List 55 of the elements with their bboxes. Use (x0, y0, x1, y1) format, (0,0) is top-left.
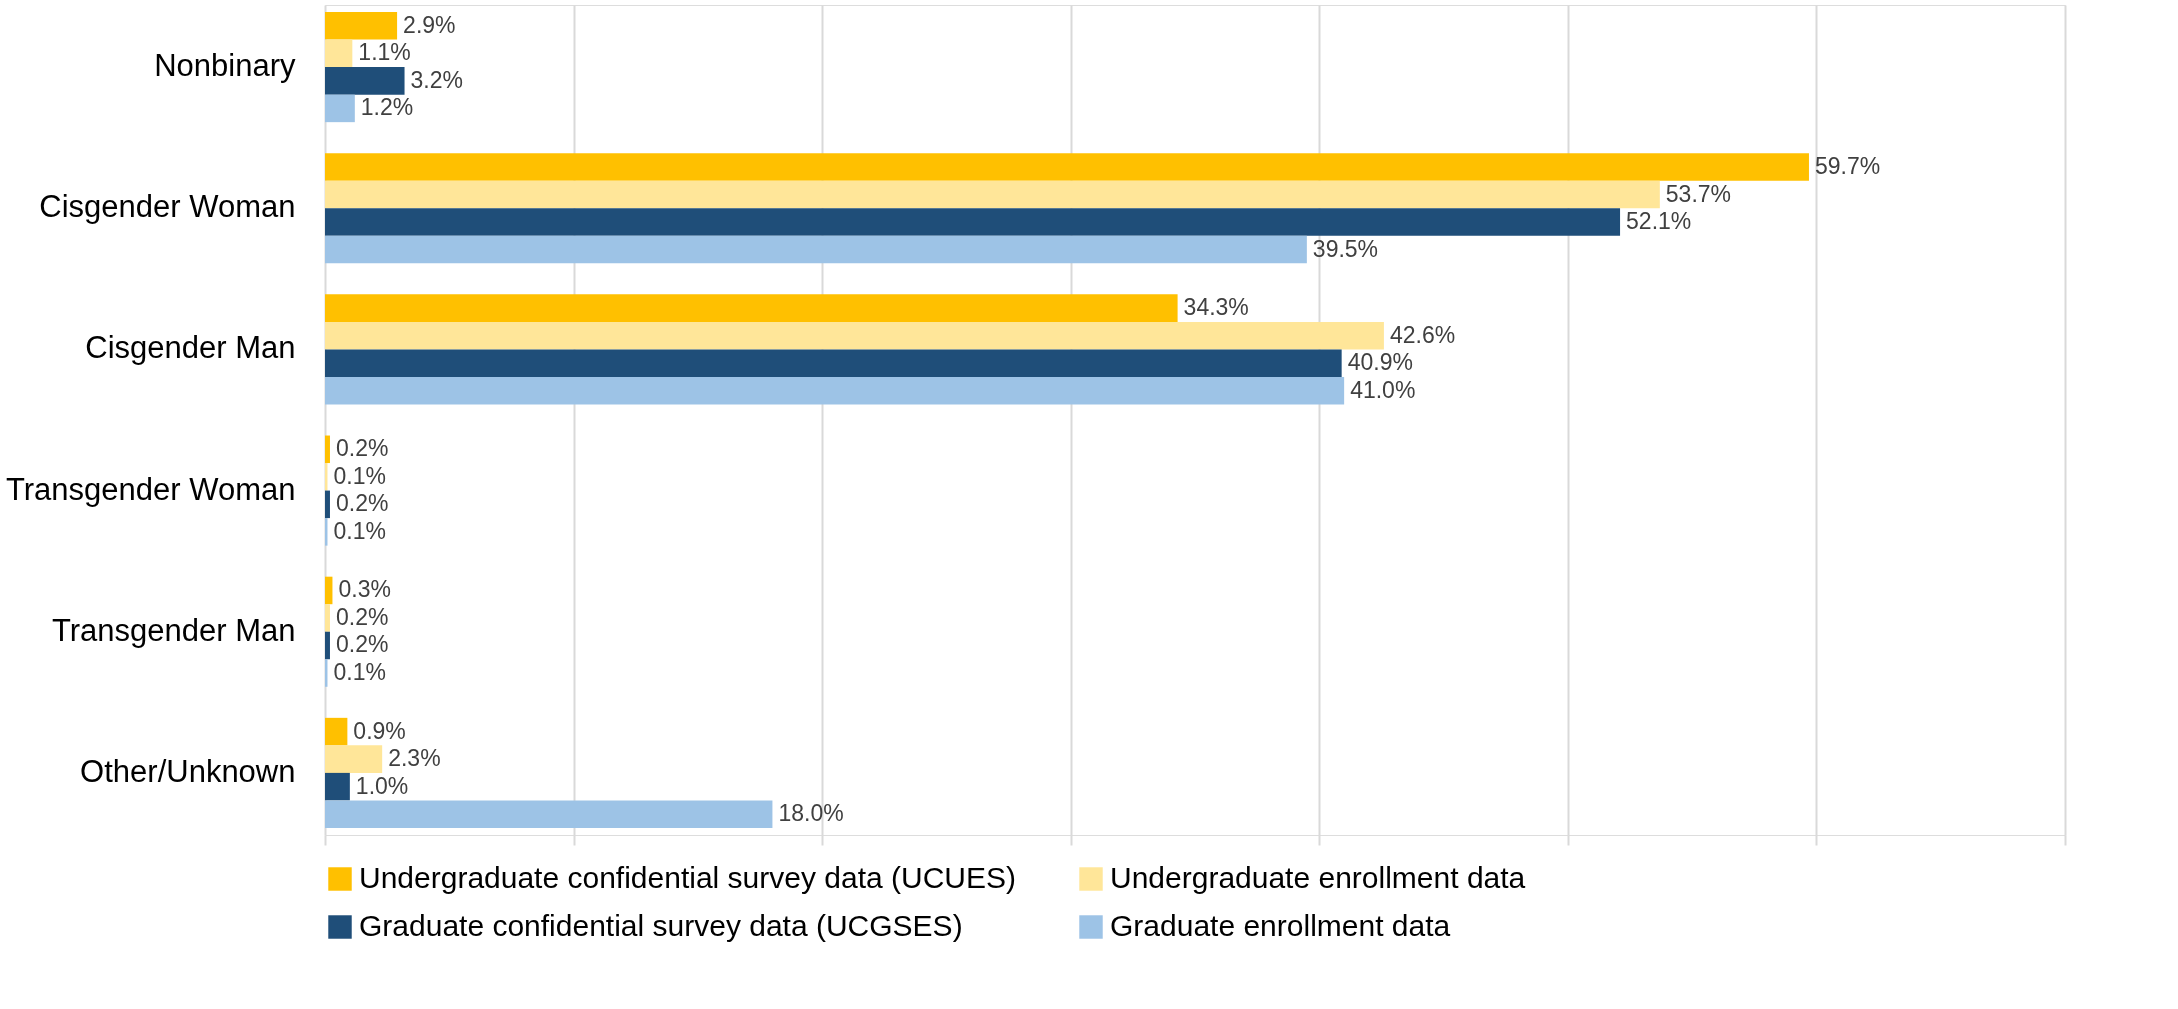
data-label: 0.2% (335, 603, 389, 630)
data-label: 39.5% (1312, 235, 1379, 262)
bar (325, 576, 333, 605)
legend-label: Undergraduate confidential survey data (UCUES) (359, 861, 1016, 894)
bar (325, 39, 353, 68)
bar (325, 376, 1345, 405)
y-tick-label: Cisgender Woman (39, 189, 296, 225)
bar (325, 717, 348, 746)
bar (325, 12, 398, 40)
bar (325, 772, 350, 801)
bar (325, 631, 330, 660)
bar (325, 349, 1342, 377)
bar (325, 294, 1178, 322)
data-label: 0.1% (333, 517, 386, 544)
bar (325, 94, 355, 123)
bar (325, 490, 330, 519)
data-label: 42.6% (1389, 321, 1456, 348)
y-tick-label: Nonbinary (154, 48, 296, 84)
data-label: 18.0% (778, 800, 844, 827)
data-label: 52.1% (1626, 208, 1692, 235)
data-label: 0.2% (335, 435, 389, 462)
y-tick-label: Cisgender Man (85, 330, 296, 366)
bar (325, 745, 383, 773)
data-label: 0.9% (353, 717, 406, 744)
data-label: 53.7% (1665, 180, 1732, 207)
data-label: 2.9% (403, 11, 456, 38)
data-label: 1.2% (360, 94, 414, 121)
y-tick-label: Transgender Man (51, 612, 296, 648)
data-label: 2.3% (388, 745, 441, 772)
data-label: 59.7% (1814, 152, 1881, 179)
data-label: 0.1% (333, 659, 386, 686)
bar (325, 153, 1809, 181)
data-label: 0.2% (335, 631, 389, 658)
bar (325, 604, 330, 632)
data-label: 34.3% (1183, 294, 1249, 321)
bar (325, 235, 1307, 264)
data-label: 0.2% (335, 490, 389, 517)
bar (325, 180, 1660, 209)
legend-label: Graduate confidential survey data (UCGSES) (359, 909, 963, 942)
data-label: 0.1% (333, 462, 386, 489)
bar (325, 208, 1621, 236)
data-label: 1.1% (358, 39, 411, 66)
data-label: 40.9% (1347, 349, 1413, 376)
data-label: 1.0% (355, 772, 409, 799)
bar (325, 800, 773, 828)
bar (325, 321, 1384, 350)
y-tick-label: Other/Unknown (80, 753, 296, 789)
data-label: 3.2% (410, 66, 463, 93)
bar (325, 67, 405, 95)
data-label: 41.0% (1350, 376, 1416, 403)
legend-label: Graduate enrollment data (1110, 909, 1451, 942)
y-tick-label: Transgender Woman (6, 471, 296, 507)
bar (325, 435, 330, 464)
legend-label: Undergraduate enrollment data (1110, 861, 1526, 894)
data-label: 0.3% (338, 576, 391, 603)
